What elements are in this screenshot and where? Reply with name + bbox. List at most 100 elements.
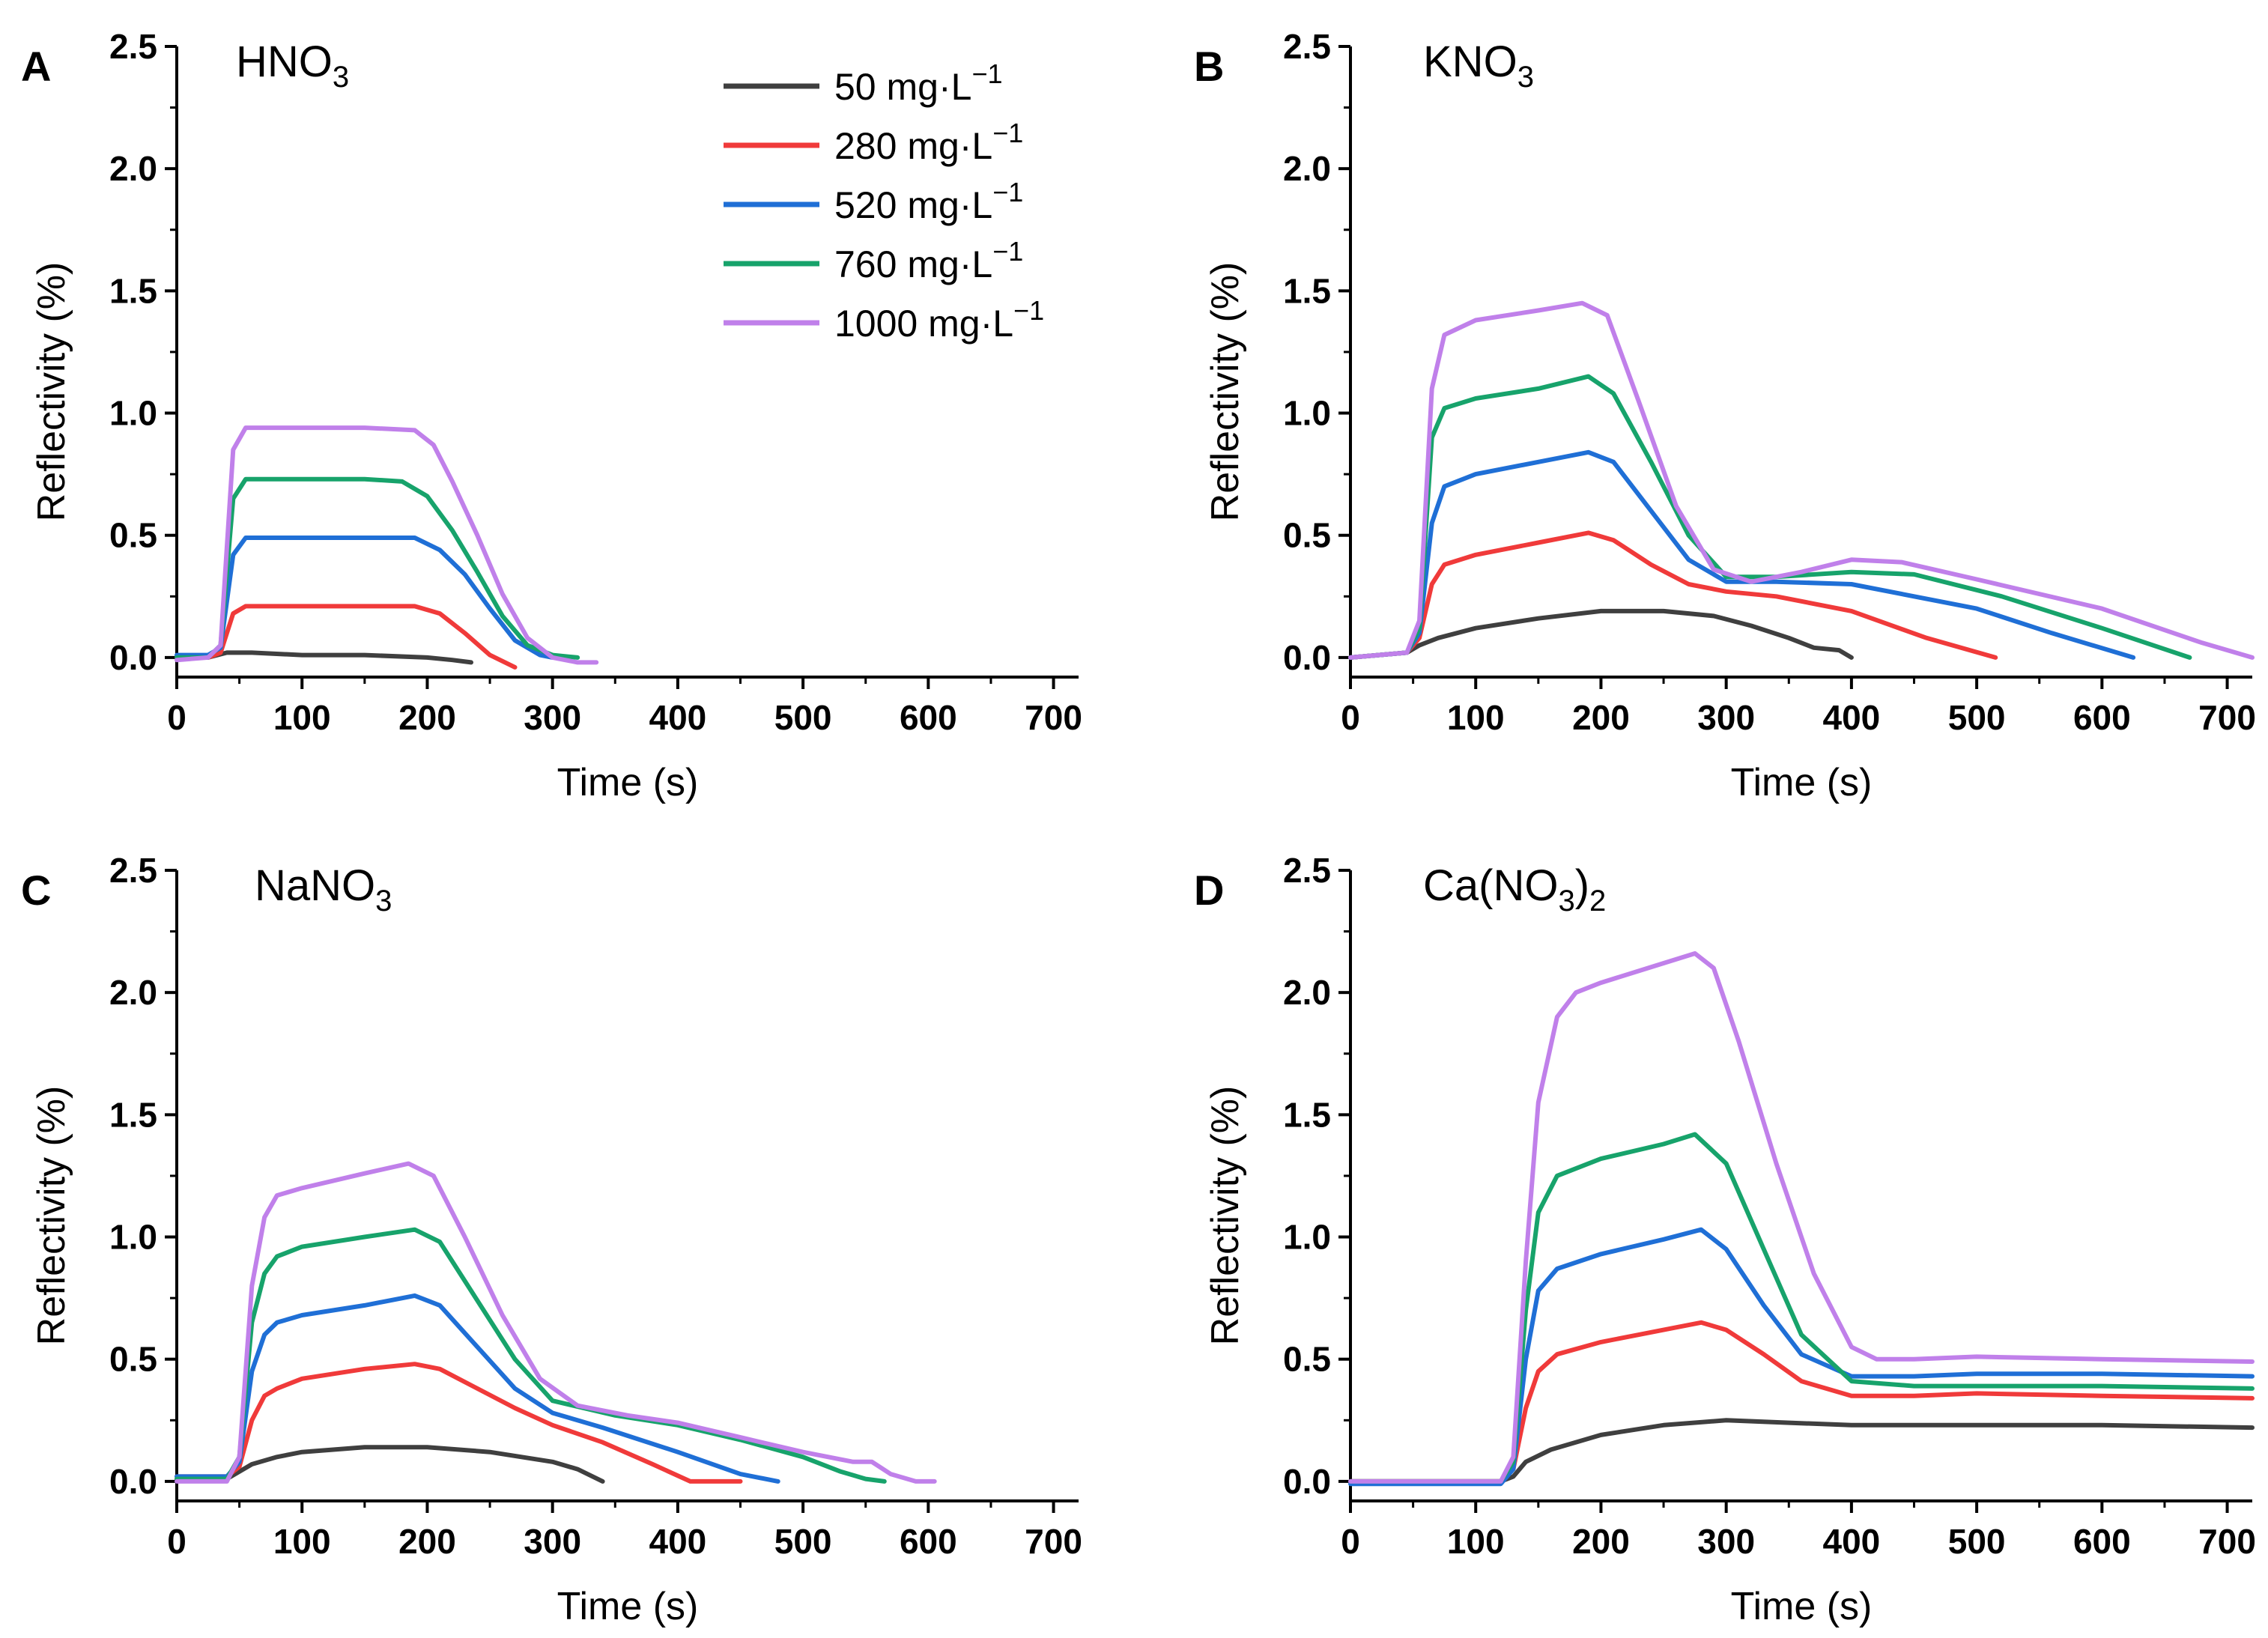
y-tick-label: 1.5 <box>1283 1095 1331 1134</box>
series-line-2 <box>175 604 518 670</box>
y-tick-label: 0.0 <box>1283 1462 1331 1501</box>
x-tick-label: 0 <box>1341 1522 1360 1561</box>
y-axis-title: Reflectivity (%) <box>30 262 73 522</box>
series-line-2 <box>175 1362 743 1484</box>
panel-title: NaNO3 <box>255 861 392 917</box>
x-axis-title: Time (s) <box>557 761 699 804</box>
series-line-5 <box>175 1161 937 1484</box>
x-tick-label: 300 <box>524 698 581 737</box>
y-axis-title: Reflectivity (%) <box>30 1086 73 1346</box>
panel-title-main: KNO <box>1423 37 1517 86</box>
y-tick-label: 2.0 <box>1283 973 1331 1012</box>
series-line-4 <box>175 476 580 660</box>
y-tick-label: 1.0 <box>109 394 157 433</box>
series-line-1 <box>1348 608 1854 660</box>
series-line-4 <box>1348 1132 2255 1484</box>
y-tick-label: 1.0 <box>1283 1218 1331 1257</box>
y-tick-label: 2.0 <box>109 149 157 188</box>
y-tick-label: 0.0 <box>109 1462 157 1501</box>
legend-label-main: 50 mg·L <box>834 66 971 108</box>
y-tick-label: 2.5 <box>1283 851 1331 890</box>
series-line-2 <box>1348 1320 2255 1484</box>
series-line-2 <box>1348 530 1998 660</box>
legend-label-superscript: −1 <box>992 118 1023 148</box>
panel-title-main: HNO <box>236 37 333 86</box>
y-tick-label: 0.5 <box>1283 1340 1331 1379</box>
x-tick-label: 400 <box>649 698 707 737</box>
x-tick-label: 0 <box>167 1522 187 1561</box>
x-tick-label: 100 <box>1447 698 1505 737</box>
x-tick-label: 0 <box>1341 698 1360 737</box>
x-tick-label: 600 <box>900 1522 957 1561</box>
series-line-4 <box>1348 374 2192 660</box>
legend-label: 1000 mg·L−1 <box>834 295 1044 345</box>
legend-label-main: 520 mg·L <box>834 184 992 226</box>
legend-label-main: 1000 mg·L <box>834 303 1013 345</box>
x-tick-label: 0 <box>167 698 187 737</box>
legend-label: 50 mg·L−1 <box>834 58 1002 108</box>
series-line-5 <box>1348 951 2255 1484</box>
legend-label: 520 mg·L−1 <box>834 177 1023 226</box>
legend-label-main: 280 mg·L <box>834 125 992 167</box>
x-tick-label: 200 <box>398 698 456 737</box>
legend-label-superscript: −1 <box>992 177 1023 207</box>
x-tick-label: 700 <box>1025 698 1082 737</box>
y-axis-title: Reflectivity (%) <box>1204 1086 1247 1346</box>
series-line-3 <box>1348 449 2136 660</box>
panel-title-subscript-2: 2 <box>1589 885 1606 917</box>
x-tick-label: 400 <box>649 1522 707 1561</box>
y-tick-label: 1.5 <box>1283 271 1331 310</box>
chart-panel-D: 0.0 0.5 1.0 1.5 2.0 2.5 0 100 200 300 400 500 600 700… <box>1194 851 2256 1628</box>
y-tick-label: 1.0 <box>1283 394 1331 433</box>
panel-title: HNO3 <box>236 37 349 94</box>
y-tick-label: 2.5 <box>109 851 157 890</box>
panel-title-subscript: 3 <box>1517 61 1534 94</box>
x-tick-label: 700 <box>2198 698 2256 737</box>
legend-label-superscript: −1 <box>992 236 1023 267</box>
panel-title-subscript: 3 <box>375 885 392 917</box>
y-tick-label: 1.5 <box>109 1095 157 1134</box>
x-tick-label: 700 <box>1025 1522 1082 1561</box>
legend-label: 760 mg·L−1 <box>834 236 1023 285</box>
panel-letter: A <box>21 43 51 90</box>
x-tick-label: 600 <box>2073 698 2131 737</box>
x-tick-label: 400 <box>1823 1522 1881 1561</box>
y-tick-label: 0.5 <box>109 1340 157 1379</box>
series-line-5 <box>1348 300 2255 660</box>
legend-label-main: 760 mg·L <box>834 243 992 285</box>
x-tick-label: 500 <box>774 698 832 737</box>
x-tick-label: 200 <box>1572 698 1630 737</box>
y-tick-label: 0.0 <box>1283 638 1331 677</box>
y-tick-label: 0.5 <box>1283 516 1331 555</box>
x-tick-label: 300 <box>524 1522 581 1561</box>
chart-panel-B: 0.0 0.5 1.0 1.5 2.0 2.5 0 100 200 300 400 500 600 700… <box>1194 27 2256 804</box>
x-tick-label: 700 <box>2198 1522 2256 1561</box>
legend-label-superscript: −1 <box>971 58 1002 89</box>
x-tick-label: 300 <box>1697 698 1755 737</box>
chart-panel-C: 0.0 0.5 1.0 1.5 2.0 2.5 0 100 200 300 400 500 600 700… <box>21 851 1082 1628</box>
x-axis-title: Time (s) <box>1731 761 1873 804</box>
y-tick-label: 1.0 <box>109 1218 157 1257</box>
y-tick-label: 1.5 <box>109 271 157 310</box>
x-tick-label: 100 <box>1447 1522 1505 1561</box>
x-tick-label: 600 <box>900 698 957 737</box>
series-line-3 <box>175 536 555 660</box>
y-axis-title: Reflectivity (%) <box>1204 262 1247 522</box>
x-axis-title: Time (s) <box>1731 1585 1873 1628</box>
y-tick-label: 2.5 <box>1283 27 1331 66</box>
panel-title: KNO3 <box>1423 37 1534 94</box>
panel-letter: C <box>21 867 51 914</box>
y-tick-label: 0.0 <box>109 638 157 677</box>
panel-title-main: Ca(NO <box>1423 861 1558 910</box>
chart-panel-A: 0.0 0.5 1.0 1.5 2.0 2.5 0 100 200 300 400 500 600 700… <box>21 27 1082 804</box>
x-tick-label: 100 <box>273 1522 331 1561</box>
panel-title-main: NaNO <box>255 861 375 910</box>
y-tick-label: 0.5 <box>109 516 157 555</box>
panel-title-tail: ) <box>1575 861 1589 910</box>
y-tick-label: 2.5 <box>109 27 157 66</box>
x-tick-label: 300 <box>1697 1522 1755 1561</box>
x-tick-label: 400 <box>1823 698 1881 737</box>
panel-title-subscript: 3 <box>1558 885 1574 917</box>
